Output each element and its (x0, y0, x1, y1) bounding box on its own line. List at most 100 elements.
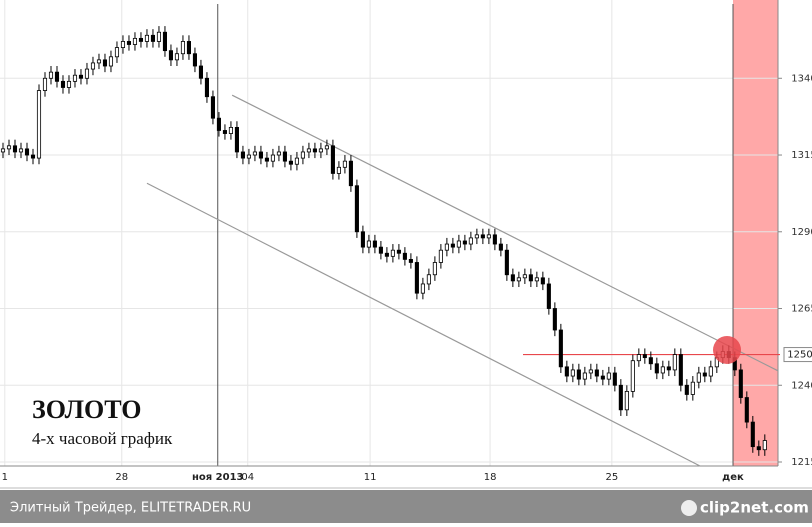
candle-body (624, 391, 629, 411)
candle-body (192, 53, 197, 67)
candle-body (6, 145, 12, 150)
candle-body (648, 357, 653, 365)
x-tick-label: 28 (115, 472, 128, 483)
candle-body (60, 80, 66, 88)
candle-body (0, 148, 6, 153)
candle-body (30, 154, 36, 159)
candle-body (564, 366, 569, 377)
y-tick-label: 1315 (791, 150, 812, 161)
candle-body (318, 148, 323, 153)
candle-body (420, 283, 425, 294)
candle-body (234, 126, 239, 153)
candle-body (42, 77, 48, 91)
trend-line (146, 182, 701, 467)
candle-body (96, 59, 102, 64)
candle-body (228, 126, 233, 134)
candle-body (300, 151, 305, 159)
candle-body (390, 249, 395, 257)
candle-body (108, 56, 114, 67)
marker (713, 335, 742, 364)
candle-body (582, 372, 587, 380)
candle-body (402, 252, 407, 260)
candle-body (522, 274, 527, 279)
candle-body (456, 240, 461, 248)
candle-body (336, 166, 341, 174)
candle-body (252, 151, 257, 156)
candle-body (24, 148, 30, 156)
level-label: 1250 (787, 350, 812, 361)
candle-body (744, 397, 749, 423)
candle-body (120, 41, 126, 48)
candle-body (396, 249, 401, 254)
footer-bar (0, 490, 812, 523)
candle-body (276, 151, 281, 156)
candle-body (690, 381, 695, 395)
candle-body (282, 151, 287, 162)
candle-body (750, 421, 755, 448)
candle-body (660, 366, 665, 374)
candle-body (258, 151, 263, 159)
candle-body (360, 231, 365, 248)
candle-body (642, 354, 647, 359)
x-tick-label: 18 (484, 472, 497, 483)
candle-body (324, 145, 329, 150)
chart-subtitle: 4-х часовой график (32, 429, 173, 448)
candle-body (576, 369, 581, 380)
candle-body (72, 74, 78, 82)
footer-logo[interactable]: clip2net.com (700, 499, 809, 517)
candle-body (654, 363, 659, 374)
candle-body (414, 262, 419, 294)
candle-body (162, 31, 168, 52)
candle-body (426, 274, 431, 285)
candle-body (180, 41, 186, 55)
candle-body (84, 68, 90, 79)
candle-body (588, 369, 593, 374)
candle-body (348, 160, 353, 187)
candle-body (216, 117, 221, 131)
candle-body (678, 354, 683, 386)
candle-body (492, 234, 497, 245)
candle-body (246, 154, 251, 159)
y-tick-label: 1340 (791, 73, 812, 84)
candle-body (270, 154, 275, 162)
candle-body (696, 372, 701, 383)
candle-body (516, 277, 521, 282)
candle-body (684, 384, 689, 395)
logo-icon (681, 500, 697, 516)
candle-body (558, 329, 563, 368)
candle-body (600, 375, 605, 380)
candle-body (612, 372, 617, 386)
candle-body (408, 259, 413, 263)
candle-body (312, 148, 317, 153)
candle-body (354, 185, 359, 233)
candle-body (288, 160, 293, 165)
candle-body (702, 372, 707, 377)
candle-body (552, 308, 557, 331)
candle-body (498, 243, 503, 251)
candle-body (222, 130, 227, 134)
candle-body (444, 243, 449, 251)
candle-body (738, 369, 743, 398)
y-tick-label: 1215 (791, 457, 812, 468)
candle-body (66, 80, 72, 88)
candle-body (306, 148, 311, 153)
candle-body (138, 37, 144, 42)
candle-body (546, 283, 551, 309)
candle-body (48, 71, 54, 79)
candle-body (534, 277, 539, 282)
candle-body (462, 240, 467, 245)
background (0, 0, 812, 490)
candle-body (126, 41, 132, 45)
x-tick-label: 04 (241, 472, 254, 483)
candle-body (468, 237, 473, 245)
candle-body (570, 369, 575, 377)
level-label-box (783, 347, 812, 363)
x-tick-label: 1 (2, 472, 8, 483)
candle-body (672, 354, 677, 371)
candle-body (264, 157, 269, 162)
candle-body (204, 77, 209, 98)
candle-body (630, 360, 635, 392)
candle-body (636, 354, 641, 362)
candle-body (132, 37, 138, 45)
candle-body (156, 31, 162, 42)
